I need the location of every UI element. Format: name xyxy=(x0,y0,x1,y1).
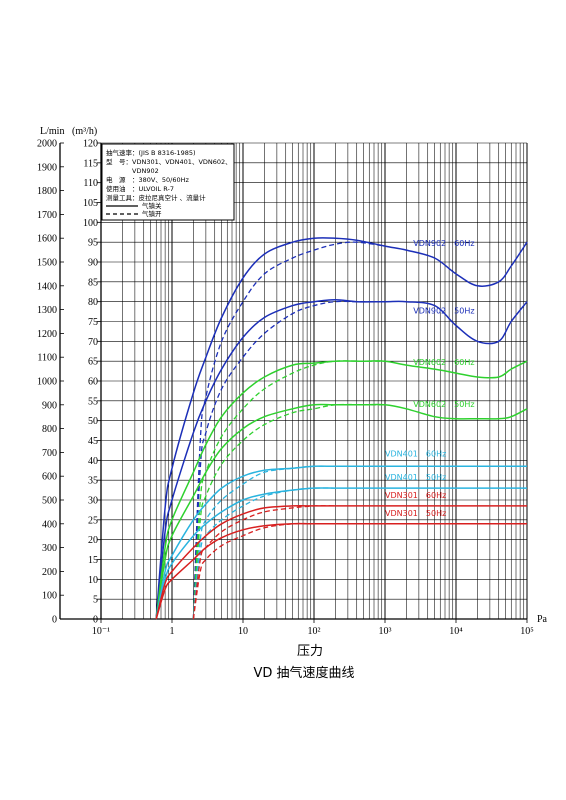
legend-line-5: 测量工具：皮拉尼真空计 、流量计 xyxy=(106,193,206,202)
y-right-tick-label: 105 xyxy=(83,198,98,209)
y-right-tick-label: 75 xyxy=(88,317,98,328)
y-right-tick-label: 115 xyxy=(83,158,98,169)
axes: 0100200300400500600700800900100011001200… xyxy=(37,139,534,638)
y-left-tick-label: 1800 xyxy=(37,186,57,197)
series-line-vdn401-50hz xyxy=(155,487,527,620)
y-left-tick-label: 500 xyxy=(42,496,57,507)
series-layer xyxy=(155,237,528,620)
series-label: VDN401 50Hz xyxy=(385,473,446,482)
y-left-tick-label: 1200 xyxy=(37,329,57,340)
series-line-dashed-vdn602-60hz xyxy=(192,360,385,620)
legend-line-3: 电 源 ：380V、50/60Hz xyxy=(106,175,189,184)
series-labels: VDN902 60Hz VDN902 50Hz VDN602 60Hz VDN602 … xyxy=(385,239,475,518)
y-left-tick-label: 1600 xyxy=(37,234,57,245)
y-right-tick-label: 60 xyxy=(88,377,98,388)
y-right-tick-label: 120 xyxy=(83,139,98,150)
x-tick-label: 10³ xyxy=(379,626,392,637)
y-right-tick-label: 20 xyxy=(88,535,98,546)
y-right-tick-label: 110 xyxy=(83,178,98,189)
y-left-tick-label: 900 xyxy=(42,400,57,411)
x-unit: Pa xyxy=(537,614,548,625)
y-left-tick-label: 1500 xyxy=(37,258,57,269)
y-right-tick-label: 30 xyxy=(88,496,98,507)
y-right-tick-label: 65 xyxy=(88,357,98,368)
series-line-dashed-vdn902-60hz xyxy=(192,241,386,620)
series-line-vdn301-60hz xyxy=(155,505,527,620)
y-right-tick-label: 45 xyxy=(88,436,98,447)
x-axis-title: 压力 xyxy=(297,644,323,659)
series-line-vdn602-50hz xyxy=(155,403,528,620)
y-left-tick-label: 400 xyxy=(42,519,57,530)
series-label: VDN602 60Hz xyxy=(413,358,474,367)
chart-title: VD 抽气速度曲线 xyxy=(253,665,354,681)
legend: 抽气速率：(JIS B 8316-1985) 型 号：VDN301、VDN401… xyxy=(101,143,235,221)
y-left-tick-label: 200 xyxy=(42,567,57,578)
y-right-tick-label: 35 xyxy=(88,476,98,487)
x-tick-label: 10² xyxy=(308,626,321,637)
y-left-tick-label: 0 xyxy=(52,615,57,626)
y-right-tick-label: 90 xyxy=(88,258,98,269)
series-line-dashed-vdn301-50hz xyxy=(192,522,336,620)
y-left-tick-label: 1300 xyxy=(37,305,57,316)
y-right-tick-label: 5 xyxy=(93,595,98,606)
series-line-vdn301-50hz xyxy=(155,522,527,620)
y-left-tick-label: 1100 xyxy=(37,353,57,364)
y-right-tick-label: 25 xyxy=(88,515,98,526)
y-right-tick-label: 95 xyxy=(88,238,98,249)
y-left-tick-label: 700 xyxy=(42,448,57,459)
series-line-vdn401-60hz xyxy=(155,465,527,620)
x-tick-label: 10⁵ xyxy=(520,626,534,637)
y-right-tick-label: 100 xyxy=(83,218,98,229)
y-right-tick-label: 50 xyxy=(88,416,98,427)
x-tick-label: 1 xyxy=(170,626,175,637)
x-tick-label: 10⁴ xyxy=(449,626,463,637)
series-line-dashed-vdn602-50hz xyxy=(192,403,385,620)
series-label: VDN301 60Hz xyxy=(385,491,446,500)
y-left-tick-label: 800 xyxy=(42,424,57,435)
y-right-tick-label: 10 xyxy=(88,575,98,586)
y-left-tick-label: 2000 xyxy=(37,139,57,150)
y-right-tick-label: 85 xyxy=(88,277,98,288)
legend-line-4: 使用油 ：ULVOIL R-7 xyxy=(106,184,174,193)
legend-line-1: 型 号：VDN301、VDN401、VDN602、 xyxy=(106,157,232,166)
legend-box xyxy=(101,143,235,221)
legend-line-0: 抽气速率：(JIS B 8316-1985) xyxy=(106,148,196,157)
y-left-tick-label: 1000 xyxy=(37,377,57,388)
y-unit-left: L/min xyxy=(40,126,64,137)
y-right-tick-label: 70 xyxy=(88,337,98,348)
y-left-tick-label: 1700 xyxy=(37,210,57,221)
y-left-tick-label: 1400 xyxy=(37,281,57,292)
series-label: VDN902 50Hz xyxy=(413,307,474,316)
legend-solid-label: 气镇关 xyxy=(142,201,162,210)
y-right-tick-label: 40 xyxy=(88,456,98,467)
y-right-tick-label: 15 xyxy=(88,555,98,566)
y-unit-right: (m³/h) xyxy=(72,126,97,137)
x-tick-label: 10⁻¹ xyxy=(92,626,110,637)
y-right-tick-label: 0 xyxy=(93,615,98,626)
series-label: VDN301 50Hz xyxy=(385,509,446,518)
x-tick-label: 10 xyxy=(238,626,248,637)
y-left-tick-label: 600 xyxy=(42,472,57,483)
series-line-dashed-vdn301-60hz xyxy=(192,505,336,620)
series-line-dashed-vdn401-60hz xyxy=(192,465,336,620)
legend-line-2: VDN902 xyxy=(106,167,159,175)
y-left-tick-label: 1900 xyxy=(37,162,57,173)
legend-dashed-label: 气镇开 xyxy=(142,209,162,218)
series-line-vdn902-60hz xyxy=(155,237,528,620)
y-right-tick-label: 80 xyxy=(88,297,98,308)
y-right-tick-label: 55 xyxy=(88,396,98,407)
y-left-tick-label: 300 xyxy=(42,543,57,554)
y-left-tick-label: 100 xyxy=(42,591,57,602)
series-label: VDN602 50Hz xyxy=(413,400,474,409)
series-line-vdn602-60hz xyxy=(155,360,528,620)
series-line-vdn902-50hz xyxy=(155,298,528,620)
series-label: VDN902 60Hz xyxy=(413,239,474,248)
series-label: VDN401 60Hz xyxy=(385,449,446,458)
series-line-dashed-vdn401-50hz xyxy=(192,487,336,620)
